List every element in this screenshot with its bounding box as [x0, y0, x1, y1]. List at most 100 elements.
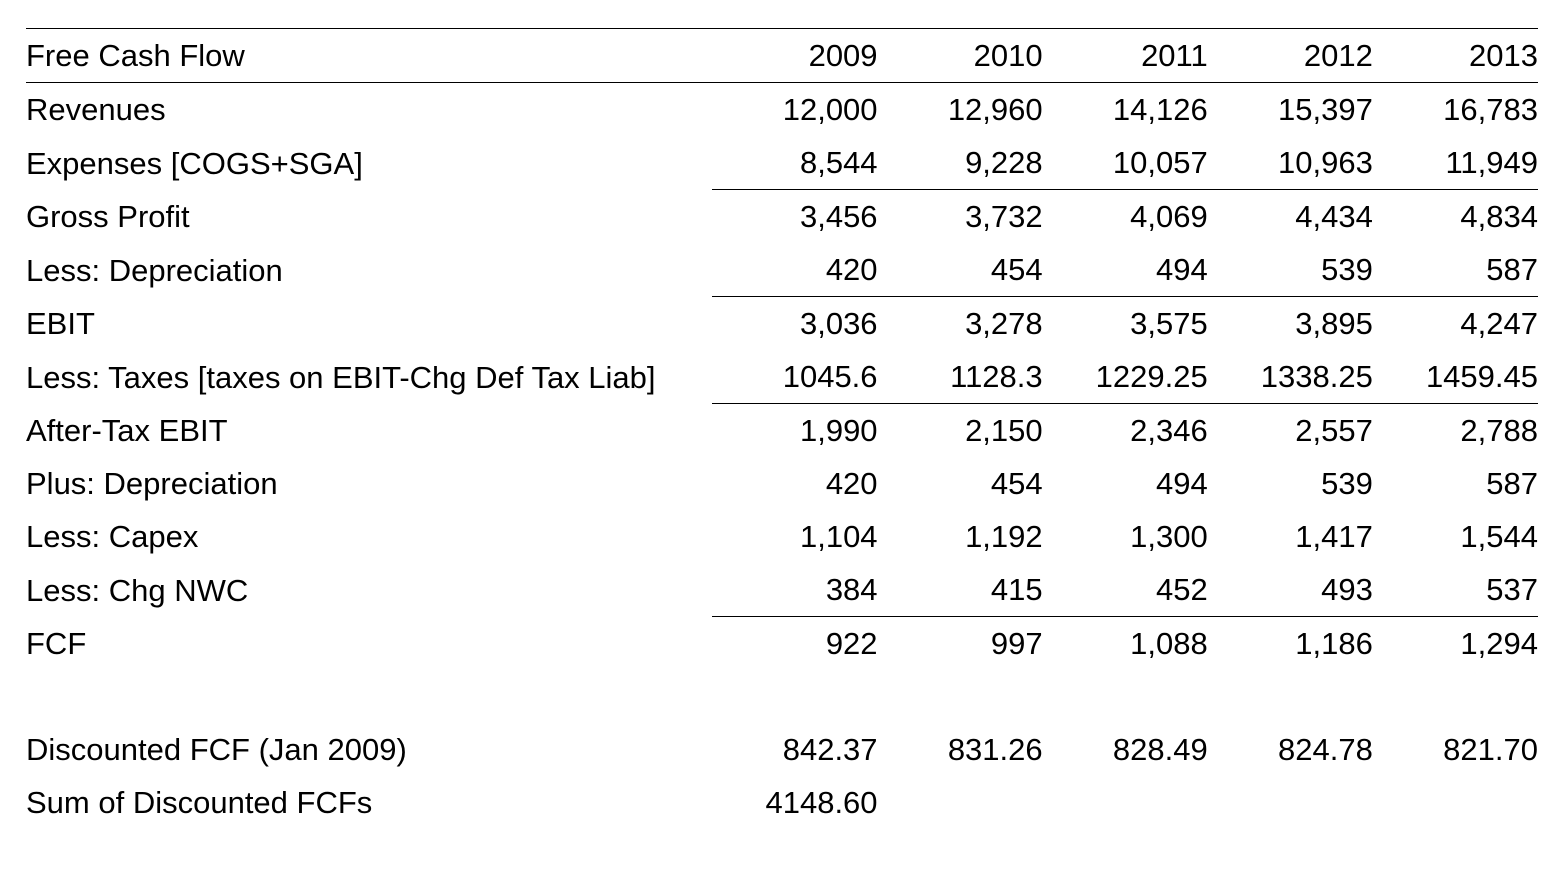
row-value: 3,732	[965, 199, 1043, 234]
empty-cell	[1043, 670, 1208, 723]
row-value: 15,397	[1278, 92, 1373, 127]
row-value: 2,557	[1295, 413, 1373, 448]
row-value: 4,247	[1460, 306, 1538, 341]
row-value: 14,126	[1112, 92, 1208, 127]
row-value: 1,192	[965, 519, 1043, 554]
free-cash-flow-table: Free Cash Flow 2009 2010 2011 2012 2013 …	[26, 28, 1538, 829]
table-row: FCF 922 997 1,088 1,186 1,294	[26, 617, 1538, 671]
row-label: Less: Chg NWC	[26, 572, 249, 608]
empty-cell	[1208, 776, 1373, 829]
row-value: 922	[825, 626, 878, 661]
row-label: EBIT	[26, 306, 95, 341]
row-value: 12,960	[947, 92, 1043, 127]
row-label: Plus: Depreciation	[26, 466, 278, 501]
row-label: Revenues	[26, 92, 166, 127]
row-value: 1128.3	[877, 350, 1043, 404]
table-row: Less: Capex 1,104 1,192 1,300 1,417 1,544	[26, 510, 1538, 563]
row-value: 4,434	[1295, 199, 1373, 234]
table-body: Free Cash Flow 2009 2010 2011 2012 2013 …	[26, 28, 1538, 830]
sum-discounted-fcf-label: Sum of Discounted FCFs	[26, 785, 373, 820]
discounted-fcf-value: 828.49	[1112, 732, 1208, 767]
row-value: 1,300	[1130, 519, 1208, 554]
row-value: 420	[712, 243, 878, 297]
row-value: 3,036	[799, 306, 878, 341]
row-value: 8,544	[712, 136, 878, 190]
row-value: 3,895	[1295, 306, 1373, 341]
row-value: 1,294	[1460, 626, 1538, 661]
table-row: Gross Profit 3,456 3,732 4,069 4,434 4,834	[26, 190, 1538, 244]
empty-cell	[26, 670, 712, 723]
sum-discounted-fcf-value: 4148.60	[765, 785, 878, 820]
table-row: Plus: Depreciation 420 454 494 539 587	[26, 457, 1538, 510]
discounted-fcf-row: Discounted FCF (Jan 2009) 842.37 831.26 828…	[26, 723, 1538, 776]
row-value: 587	[1486, 466, 1538, 501]
row-value: 587	[1372, 243, 1538, 297]
row-value: 1338.25	[1207, 350, 1373, 404]
row-value: 16,783	[1443, 92, 1538, 127]
table-row: EBIT 3,036 3,278 3,575 3,895 4,247	[26, 297, 1538, 351]
table-row: After-Tax EBIT 1,990 2,150 2,346 2,557 2,788	[26, 404, 1538, 458]
row-value: 494	[1042, 243, 1208, 297]
row-label: Gross Profit	[26, 199, 190, 234]
discounted-fcf-value: 821.70	[1443, 732, 1538, 767]
year-header: 2012	[1207, 28, 1373, 83]
year-header: 2009	[712, 28, 878, 83]
discounted-fcf-value: 842.37	[782, 732, 878, 767]
row-value: 10,057	[1042, 136, 1208, 190]
row-value: 452	[1042, 563, 1208, 617]
row-value: 997	[990, 626, 1043, 661]
empty-cell	[1208, 670, 1373, 723]
table-row: Less: Depreciation 420 454 494 539 587	[26, 243, 1538, 297]
row-value: 537	[1372, 563, 1538, 617]
row-value: 539	[1207, 243, 1373, 297]
row-value: 4,834	[1460, 199, 1538, 234]
row-value: 539	[1321, 466, 1373, 501]
row-label: Less: Depreciation	[26, 252, 283, 288]
row-value: 10,963	[1207, 136, 1373, 190]
row-value: 1,104	[799, 519, 878, 554]
discounted-fcf-value: 831.26	[947, 732, 1043, 767]
row-value: 3,278	[965, 306, 1043, 341]
row-label: Expenses [COGS+SGA]	[26, 145, 363, 181]
empty-cell	[1043, 776, 1208, 829]
row-value: 420	[825, 466, 878, 501]
row-label: FCF	[26, 626, 87, 661]
row-label: Less: Taxes [taxes on EBIT-Chg Def Tax L…	[26, 359, 656, 395]
row-value: 12,000	[782, 92, 878, 127]
row-value: 384	[712, 563, 878, 617]
year-header: 2011	[1042, 28, 1208, 83]
discounted-fcf-value: 824.78	[1278, 732, 1373, 767]
row-value: 454	[990, 466, 1043, 501]
row-label: Less: Capex	[26, 519, 199, 554]
discounted-fcf-label: Discounted FCF (Jan 2009)	[26, 732, 407, 767]
row-value: 1,544	[1460, 519, 1538, 554]
empty-cell	[878, 670, 1043, 723]
row-value: 1459.45	[1372, 350, 1538, 404]
row-value: 1,990	[799, 413, 878, 448]
row-value: 2,788	[1460, 413, 1538, 448]
year-header: 2013	[1372, 28, 1538, 83]
row-value: 454	[877, 243, 1043, 297]
empty-cell	[712, 670, 877, 723]
row-value: 1,088	[1130, 626, 1208, 661]
header-label: Free Cash Flow	[26, 28, 713, 83]
year-header: 2010	[877, 28, 1043, 83]
row-label: After-Tax EBIT	[26, 413, 228, 448]
row-value: 494	[1156, 466, 1208, 501]
sum-discounted-fcf-row: Sum of Discounted FCFs 4148.60	[26, 776, 1538, 829]
row-value: 415	[877, 563, 1043, 617]
row-value: 2,150	[965, 413, 1043, 448]
row-value: 4,069	[1130, 199, 1208, 234]
row-value: 2,346	[1130, 413, 1208, 448]
table-row: Revenues 12,000 12,960 14,126 15,397 16,783	[26, 83, 1538, 137]
row-value: 1,417	[1295, 519, 1373, 554]
row-value: 1,186	[1295, 626, 1373, 661]
row-value: 3,575	[1130, 306, 1208, 341]
empty-cell	[1373, 776, 1538, 829]
empty-cell	[1373, 670, 1538, 723]
table-row: Expenses [COGS+SGA] 8,544 9,228 10,057 10,96…	[26, 136, 1538, 190]
spacer-row	[26, 670, 1538, 723]
row-value: 11,949	[1372, 136, 1538, 190]
row-value: 493	[1207, 563, 1373, 617]
header-row: Free Cash Flow 2009 2010 2011 2012 2013	[26, 28, 1538, 83]
